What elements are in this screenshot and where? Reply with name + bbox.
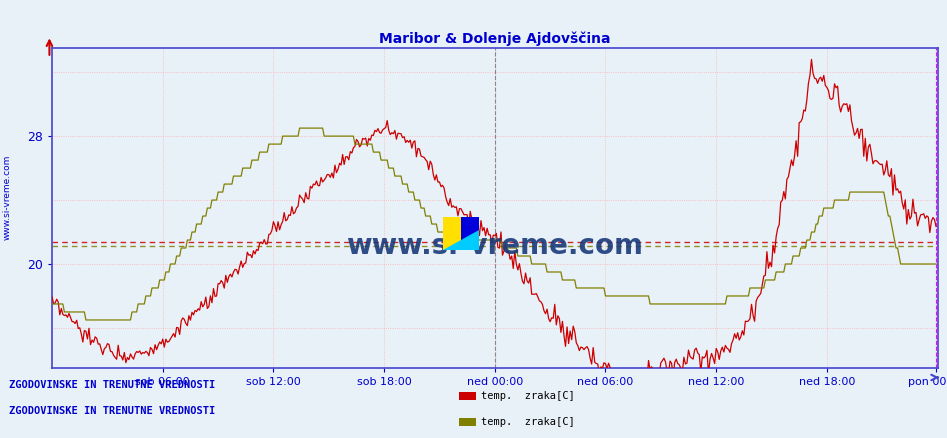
Polygon shape	[443, 230, 479, 250]
Text: temp.  zraka[C]: temp. zraka[C]	[481, 391, 575, 401]
Text: www.si-vreme.com: www.si-vreme.com	[347, 233, 643, 261]
Title: Maribor & Dolenje Ajdovščina: Maribor & Dolenje Ajdovščina	[379, 31, 611, 46]
Text: ZGODOVINSKE IN TRENUTNE VREDNOSTI: ZGODOVINSKE IN TRENUTNE VREDNOSTI	[9, 380, 216, 390]
Polygon shape	[461, 217, 479, 250]
Text: temp.  zraka[C]: temp. zraka[C]	[481, 417, 575, 427]
Text: www.si-vreme.com: www.si-vreme.com	[3, 155, 12, 240]
Polygon shape	[443, 217, 461, 250]
Text: ZGODOVINSKE IN TRENUTNE VREDNOSTI: ZGODOVINSKE IN TRENUTNE VREDNOSTI	[9, 406, 216, 416]
